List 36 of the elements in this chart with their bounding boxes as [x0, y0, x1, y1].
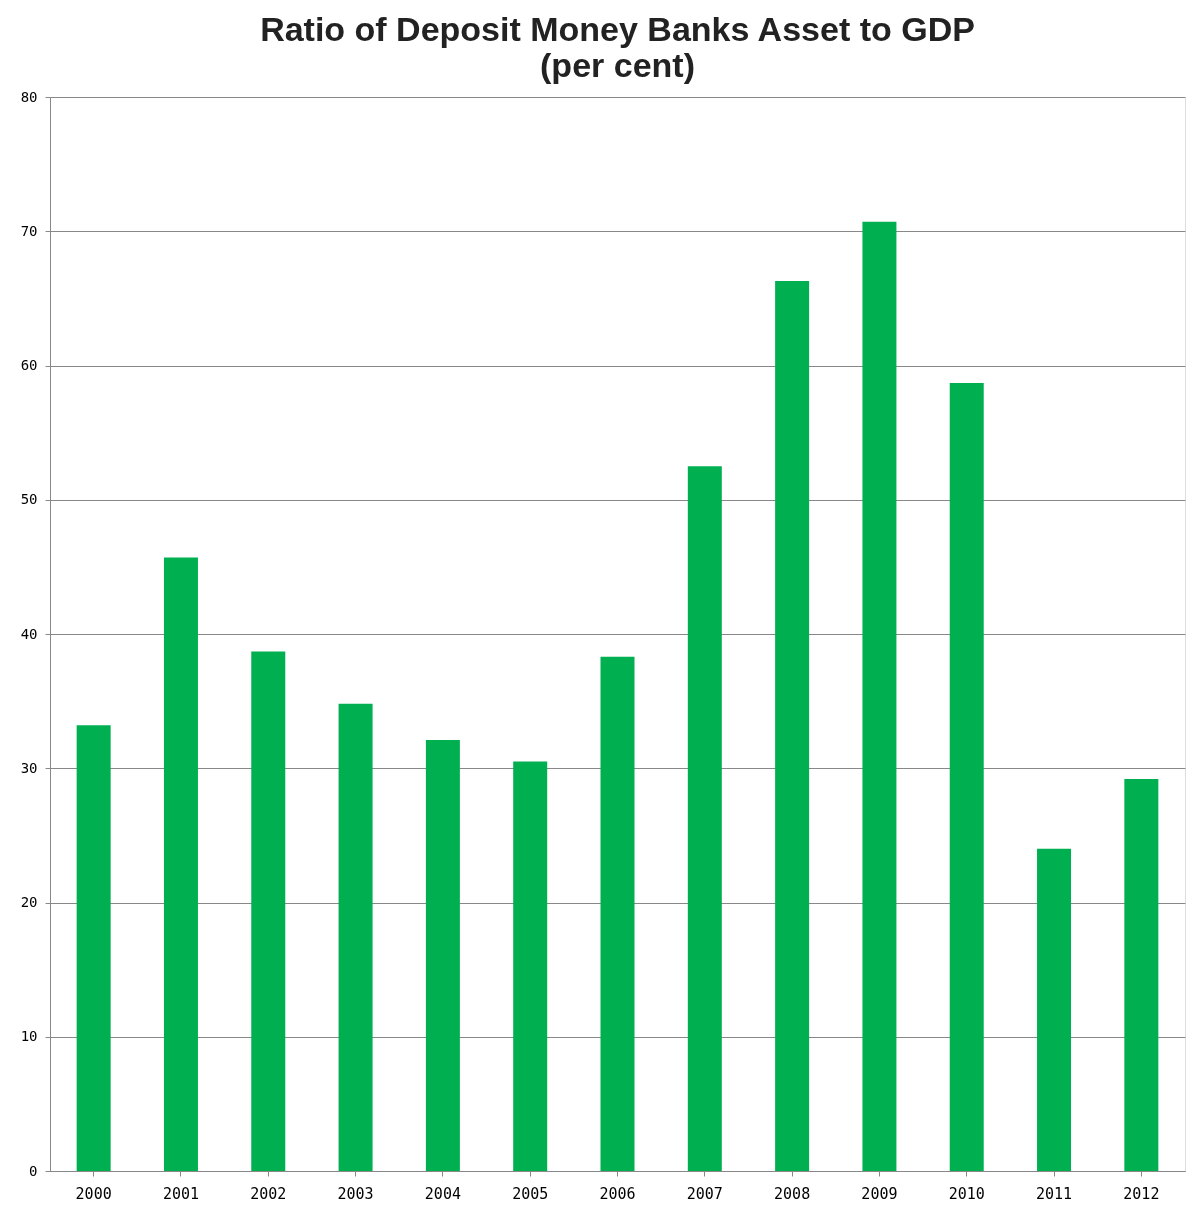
- text: Ratio of Deposit Money Banks Asset to GDP: [260, 10, 975, 48]
- y-tick-label: 40: [20, 625, 38, 642]
- y-tick-label: 60: [20, 357, 38, 373]
- bar: [338, 703, 373, 1171]
- bar: [76, 725, 111, 1171]
- bar: [513, 761, 548, 1171]
- x-tick-label: 2007: [686, 1184, 723, 1203]
- x-tick-label: 2008: [774, 1184, 811, 1203]
- y-tick-label: 20: [20, 894, 38, 910]
- y-tick-label: 80: [20, 88, 38, 105]
- bar: [425, 740, 460, 1171]
- x-tick-label: 2010: [948, 1184, 985, 1203]
- bar: [1037, 848, 1072, 1171]
- bar: [949, 382, 984, 1171]
- bar: [687, 466, 722, 1171]
- bar: [600, 656, 635, 1171]
- x-tick-label: 2011: [1035, 1184, 1073, 1203]
- y-tick-label: 50: [20, 491, 38, 508]
- x-tick-label: 2005: [512, 1184, 549, 1203]
- bar: [862, 221, 897, 1171]
- x-tick-label: 2006: [599, 1184, 636, 1203]
- y-tick-label: 30: [20, 759, 38, 776]
- bar: [775, 280, 810, 1171]
- x-tick-label: 2002: [250, 1184, 287, 1203]
- x-tick-label: 2004: [424, 1184, 461, 1203]
- y-tick-label: 70: [20, 222, 38, 239]
- bar: [251, 651, 286, 1171]
- x-tick-label: 2012: [1123, 1184, 1160, 1203]
- x-tick-label: 2009: [861, 1184, 898, 1203]
- x-tick-label: 2001: [162, 1184, 200, 1203]
- x-tick-label: 2000: [75, 1184, 112, 1203]
- bar: [163, 557, 198, 1171]
- bar: [1124, 778, 1159, 1171]
- y-tick-label: 10: [20, 1028, 38, 1045]
- y-tick-label: 0: [29, 1162, 38, 1179]
- x-tick-label: 2003: [337, 1184, 374, 1203]
